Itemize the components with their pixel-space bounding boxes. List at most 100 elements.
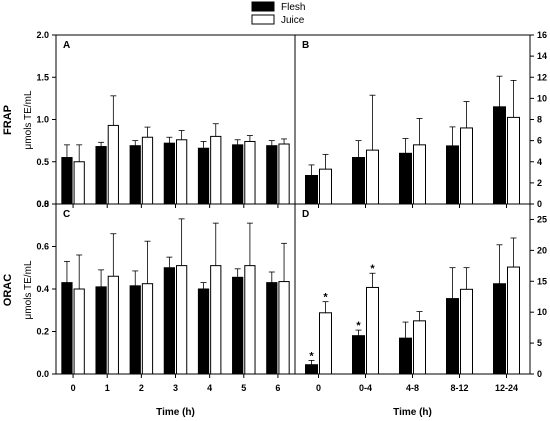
y-tick-label: 14 xyxy=(537,51,547,61)
legend-swatch-flesh xyxy=(251,1,275,12)
significance-star: * xyxy=(309,350,314,362)
significance-star: * xyxy=(356,320,361,332)
bar-flesh xyxy=(129,285,141,375)
y-tick-label: 16 xyxy=(537,30,547,40)
x-tick-label: 4-8 xyxy=(406,383,419,393)
bar-juice xyxy=(366,149,379,205)
bar-juice xyxy=(366,286,379,375)
y-tick-label: 20 xyxy=(537,245,547,255)
bar-flesh xyxy=(61,282,73,375)
y-tick-label: 25 xyxy=(537,214,547,224)
bar-flesh xyxy=(399,152,412,205)
legend: Flesh Juice xyxy=(251,1,305,26)
bar-flesh xyxy=(446,298,459,375)
chart-panels: A0.00.51.01.52.0B0246810121416C0.00.20.4… xyxy=(36,30,547,418)
bar-flesh xyxy=(129,145,141,205)
y-tick-label: 0.4 xyxy=(36,284,49,294)
y-tick-label: 2 xyxy=(537,178,542,188)
bar-juice xyxy=(244,265,256,375)
bar-flesh xyxy=(493,283,506,375)
x-axis-title: Time (h) xyxy=(393,407,432,418)
y-tick-label: 0.6 xyxy=(36,242,49,252)
y-tick-label: 4 xyxy=(537,157,542,167)
bar-juice xyxy=(176,139,188,205)
y-tick-label: 0 xyxy=(537,199,542,209)
y-tick-label: 5 xyxy=(537,338,542,348)
legend-label-juice: Juice xyxy=(281,15,305,26)
bar-juice xyxy=(507,266,520,375)
x-tick-label: 2 xyxy=(139,383,144,393)
bar-juice xyxy=(413,144,426,205)
y-tick-label: 0.5 xyxy=(36,157,49,167)
x-tick-label: 12-24 xyxy=(495,383,518,393)
bar-juice xyxy=(107,275,119,375)
legend-swatch-juice xyxy=(251,14,275,25)
bar-flesh xyxy=(266,145,278,205)
x-tick-label: 4 xyxy=(207,383,212,393)
y-tick-label: 0.0 xyxy=(36,369,49,379)
bar-juice xyxy=(278,143,290,205)
x-tick-label: 0-4 xyxy=(359,383,372,393)
bar-flesh xyxy=(197,288,210,375)
bar-flesh xyxy=(305,364,318,375)
x-tick-label: 6 xyxy=(275,383,280,393)
bar-juice xyxy=(319,312,332,375)
y-label-orac-unit: μmols TE/mL xyxy=(23,260,34,319)
bar-flesh xyxy=(197,147,210,205)
bar-juice xyxy=(73,288,85,375)
bar-flesh xyxy=(352,157,365,205)
bar-juice xyxy=(210,265,222,375)
y-axis-labels: FRAP μmols TE/mL ORAC μmols TE/mL xyxy=(2,90,34,319)
bar-juice xyxy=(319,168,332,205)
panel-label-d: D xyxy=(302,209,309,220)
y-tick-label: 8 xyxy=(537,115,542,125)
bar-juice xyxy=(413,320,426,375)
y-label-orac: ORAC xyxy=(2,274,14,306)
bar-juice xyxy=(141,283,154,375)
y-tick-label: 10 xyxy=(537,307,547,317)
panel-c: C 0.0 0.2 0.4 0.6 0.8 0 1 2 3 4 5 6 Time (h) xyxy=(36,199,290,418)
x-tick-label: 0 xyxy=(316,383,321,393)
bar-flesh xyxy=(399,337,412,375)
x-tick-label: 3 xyxy=(173,383,178,393)
bar-flesh xyxy=(232,276,244,375)
y-tick-label: 0.8 xyxy=(36,199,49,209)
bar-flesh xyxy=(305,174,318,205)
significance-star: * xyxy=(323,292,328,304)
bar-flesh xyxy=(352,335,365,375)
y-label-frap: FRAP xyxy=(2,105,14,135)
bar-juice xyxy=(73,161,85,205)
bar-juice xyxy=(460,127,473,205)
y-tick-label: 1.0 xyxy=(36,115,49,125)
y-tick-label: 12 xyxy=(537,72,547,82)
y-label-frap-unit: μmols TE/mL xyxy=(23,90,34,149)
y-tick-label: 15 xyxy=(537,276,547,286)
bar-juice xyxy=(278,281,290,375)
x-tick-label: 1 xyxy=(105,383,110,393)
y-tick-label: 0.2 xyxy=(36,327,49,337)
x-tick-label: 0 xyxy=(71,383,76,393)
x-tick-label: 5 xyxy=(241,383,246,393)
x-tick-label: 8-12 xyxy=(450,383,468,393)
panel-label-c: C xyxy=(63,209,70,220)
x-axis-title: Time (h) xyxy=(156,407,195,418)
panel-a: A 0.0 0.5 1.0 1.5 2.0 xyxy=(36,30,290,209)
bar-juice xyxy=(141,136,154,205)
bar-juice xyxy=(460,288,473,375)
bar-flesh xyxy=(95,146,107,205)
y-tick-label: 1.5 xyxy=(36,72,49,82)
bar-juice xyxy=(107,124,119,205)
bar-flesh xyxy=(266,282,278,375)
y-tick-label: 0.0 xyxy=(36,199,49,209)
bar-flesh xyxy=(61,157,73,205)
panel-label-b: B xyxy=(302,40,309,51)
bar-flesh xyxy=(95,286,107,375)
bar-flesh xyxy=(163,267,175,375)
legend-label-flesh: Flesh xyxy=(281,2,305,13)
bar-flesh xyxy=(446,145,459,205)
bar-juice xyxy=(210,135,222,205)
bar-juice xyxy=(507,116,520,205)
panel-b: B 0 2 4 6 8 10 12 14 16 xyxy=(302,30,547,209)
y-tick-label: 6 xyxy=(537,136,542,146)
